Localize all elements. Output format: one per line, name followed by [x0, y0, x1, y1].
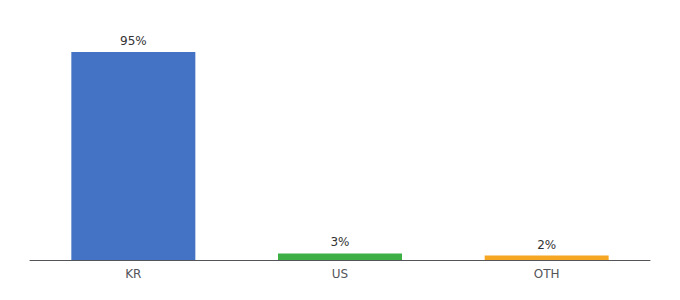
svg-text:2%: 2%	[537, 238, 556, 252]
svg-text:3%: 3%	[330, 235, 349, 249]
svg-text:US: US	[332, 267, 348, 281]
svg-text:OTH: OTH	[534, 267, 560, 281]
svg-text:KR: KR	[125, 267, 141, 281]
svg-text:95%: 95%	[120, 34, 147, 48]
